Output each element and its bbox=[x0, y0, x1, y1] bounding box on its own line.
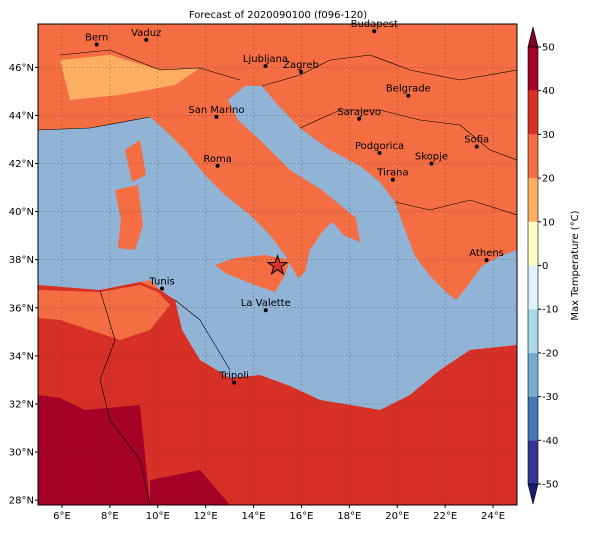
city-dot bbox=[298, 69, 303, 74]
tunisia-coast bbox=[38, 285, 170, 340]
colorbar-segment bbox=[528, 440, 538, 484]
city-dot bbox=[474, 144, 479, 149]
colorbar-segment bbox=[528, 134, 538, 179]
colorbar-label: Max Temperature (°C) bbox=[570, 210, 581, 320]
lon-tick-label: 22°E bbox=[433, 511, 457, 522]
map-frame bbox=[37, 23, 518, 506]
lat-tick-label: 40°N bbox=[9, 207, 34, 218]
city-label: Ljubljana bbox=[243, 54, 288, 65]
colorbar-segment bbox=[528, 309, 538, 353]
hot-core bbox=[150, 470, 230, 505]
colorbar-tick-label: -40 bbox=[542, 436, 558, 447]
city-dot bbox=[263, 308, 268, 313]
lon-tick-label: 20°E bbox=[385, 511, 409, 522]
city-dot bbox=[484, 258, 489, 263]
city-dot bbox=[429, 161, 434, 166]
lat-tick-label: 46°N bbox=[9, 63, 34, 74]
city-label: Athens bbox=[469, 248, 504, 259]
lat-tick-label: 44°N bbox=[9, 111, 34, 122]
city-dot bbox=[160, 286, 165, 291]
city-label: San Marino bbox=[188, 105, 244, 116]
colorbar-segment bbox=[528, 90, 538, 135]
lon-tick-label: 10°E bbox=[146, 511, 170, 522]
colorbar-tick-label: 10 bbox=[542, 217, 555, 228]
lon-tick-label: 18°E bbox=[337, 511, 361, 522]
lat-tick-label: 38°N bbox=[9, 255, 34, 266]
lat-tick-label: 28°N bbox=[9, 496, 34, 507]
city-dot bbox=[390, 177, 395, 182]
city-label: Sarajevo bbox=[337, 107, 381, 118]
city-label: Tirana bbox=[376, 168, 408, 179]
city-dot bbox=[372, 29, 377, 34]
city-label: Podgorica bbox=[355, 141, 404, 152]
city-dot bbox=[357, 116, 362, 121]
lat-tick-label: 32°N bbox=[9, 399, 34, 410]
colorbar-tick-label: 20 bbox=[542, 174, 555, 185]
city-label: Roma bbox=[203, 154, 232, 165]
city-label: Tripoli bbox=[218, 371, 249, 382]
colorbar-over bbox=[527, 26, 539, 48]
alps-cool bbox=[60, 55, 200, 100]
city-label: Belgrade bbox=[386, 84, 431, 95]
colorbar-segment bbox=[528, 47, 538, 91]
city-label: Tunis bbox=[148, 277, 174, 288]
sardinia bbox=[115, 185, 143, 250]
lat-tick-label: 34°N bbox=[9, 351, 34, 362]
city-dot bbox=[263, 64, 268, 69]
colorbar-segment bbox=[528, 178, 538, 222]
colorbar-segment bbox=[528, 352, 538, 397]
city-label: Bern bbox=[85, 32, 108, 43]
star-marker bbox=[266, 254, 289, 276]
lat-tick-label: 42°N bbox=[9, 159, 34, 170]
city-dot bbox=[406, 93, 411, 98]
city-label: Zagreb bbox=[283, 60, 319, 71]
colorbar-tick-label: -20 bbox=[542, 348, 558, 359]
colorbar-tick-label: -10 bbox=[542, 305, 558, 316]
colorbar-segment bbox=[528, 396, 538, 441]
lon-tick-label: 14°E bbox=[242, 511, 266, 522]
colorbar-segment bbox=[528, 265, 538, 310]
colorbar-tick-label: 0 bbox=[542, 261, 548, 272]
lon-tick-label: 6°E bbox=[53, 511, 71, 522]
lon-tick-label: 16°E bbox=[289, 511, 313, 522]
corsica bbox=[125, 140, 146, 182]
colorbar-tick-label: 40 bbox=[542, 86, 555, 97]
city-label: Sofia bbox=[464, 135, 489, 146]
lon-tick-label: 12°E bbox=[194, 511, 218, 522]
hot-core bbox=[38, 395, 150, 505]
colorbar-under bbox=[527, 483, 539, 505]
city-dot bbox=[214, 114, 219, 119]
lat-tick-label: 36°N bbox=[9, 303, 34, 314]
colorbar-tick-label: -50 bbox=[542, 480, 558, 491]
lat-tick-label: 30°N bbox=[9, 448, 34, 459]
colorbar-tick-label: 50 bbox=[542, 43, 555, 54]
city-dot bbox=[94, 42, 99, 47]
colorbar: -50 -40 -30 -20 -10 0 10 20 30 40 50 Max Temperatur… bbox=[527, 26, 581, 505]
city-dot bbox=[144, 37, 149, 42]
map-title: Forecast of 2020090100 (f096-120) bbox=[189, 10, 367, 21]
city-label: Vaduz bbox=[131, 28, 161, 39]
city-dot bbox=[232, 380, 237, 385]
city-label: Budapest bbox=[351, 19, 398, 30]
map-area bbox=[38, 24, 517, 505]
city-label: Skopje bbox=[415, 151, 448, 162]
graticule: 6°E 8°E 10°E 12°E 14°E 16°E 18°E 20°E 22°E 24°E 28… bbox=[9, 24, 517, 522]
colorbar-tick-label: -30 bbox=[542, 392, 558, 403]
city-dot bbox=[215, 163, 220, 168]
colorbar-segment bbox=[528, 221, 538, 266]
borders bbox=[38, 49, 517, 505]
city-label: La Valette bbox=[241, 298, 291, 309]
lon-tick-label: 24°E bbox=[481, 511, 505, 522]
colorbar-tick-label: 30 bbox=[542, 130, 555, 141]
city-dot bbox=[377, 150, 382, 155]
lon-tick-label: 8°E bbox=[101, 511, 119, 522]
